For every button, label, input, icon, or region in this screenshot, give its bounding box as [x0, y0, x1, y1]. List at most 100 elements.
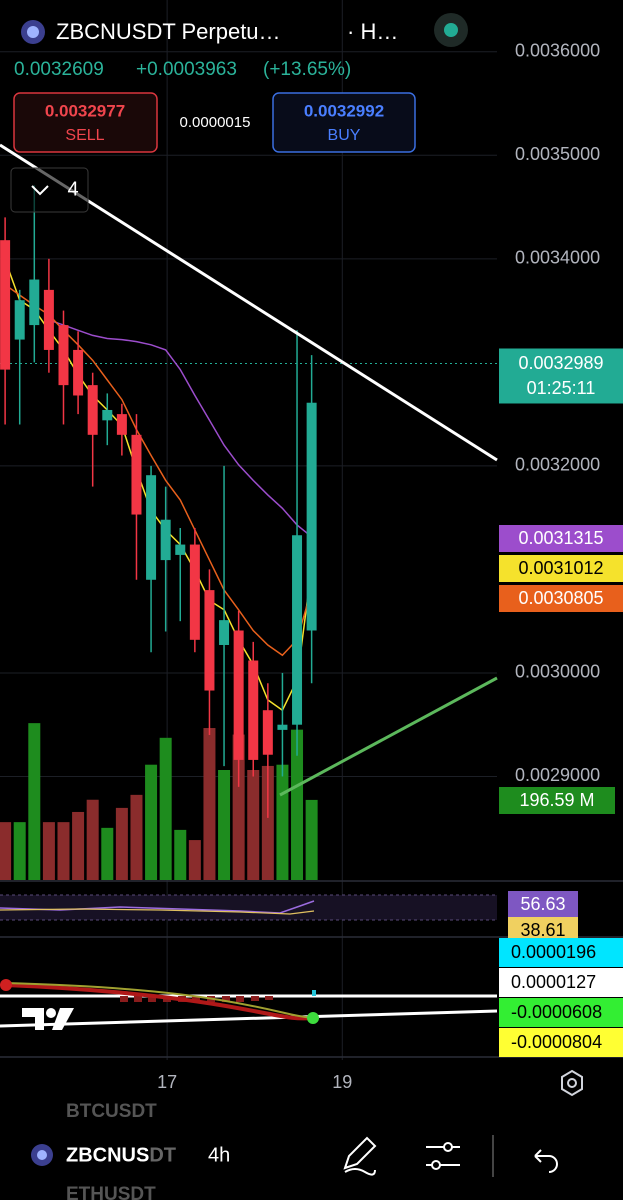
candle-body: [233, 630, 244, 760]
candle-body: [0, 240, 11, 370]
candle-body: [58, 325, 69, 386]
volume-bar: [42, 822, 55, 880]
macd-histogram-up: [312, 990, 316, 996]
interval-title: · H…: [347, 19, 398, 44]
undo-icon[interactable]: [534, 1149, 558, 1173]
macd-label: -0.0000608: [511, 1002, 602, 1022]
last-price-badge: [499, 348, 623, 404]
draw-icon[interactable]: [343, 1136, 377, 1176]
candle-body: [29, 279, 40, 326]
candle-body: [87, 385, 98, 435]
candle-body: [277, 724, 288, 730]
y-tick-label: 0.0032000: [515, 455, 600, 475]
volume-bar: [159, 737, 172, 880]
volume-badge: [499, 787, 615, 814]
volume-bar: [0, 822, 12, 880]
moving-average: [48, 319, 313, 538]
macd-dot: [0, 979, 12, 991]
volume-bar: [188, 840, 201, 880]
watchlist-item[interactable]: ETHUSDT: [66, 1184, 156, 1200]
rsi-band: [0, 895, 497, 920]
indicators-toggle[interactable]: [10, 167, 89, 213]
settings-sliders-icon[interactable]: [426, 1142, 460, 1170]
volume-bar: [203, 728, 216, 880]
volume-bar: [72, 811, 85, 880]
volume-bar: [247, 770, 260, 880]
bottom-bar: [0, 1100, 623, 1200]
footer-symbol[interactable]: ZBCNUSDT: [66, 1144, 176, 1166]
sell-price: 0.0032977: [45, 101, 125, 120]
volume-bar: [232, 734, 245, 880]
ma-label: 0.0031012: [518, 558, 603, 578]
countdown: 01:25:11: [527, 378, 596, 398]
watchlist-item[interactable]: BTCUSDT: [66, 1101, 157, 1122]
volume-bar: [57, 822, 70, 880]
buy-button[interactable]: [272, 92, 416, 153]
last-price-label: 0.0032989: [518, 353, 603, 373]
macd-badge: [499, 968, 623, 997]
settings-icon[interactable]: [561, 1069, 583, 1097]
moving-average: [4, 284, 313, 657]
price-change: +0.0003963: [136, 59, 237, 80]
ma-label: 0.0030805: [518, 588, 603, 608]
symbol-title: ZBCNUSDT Perpetu…: [56, 19, 281, 44]
y-tick-label: 0.0034000: [515, 248, 600, 268]
candle-body: [73, 349, 84, 396]
candle-body: [189, 544, 200, 640]
volume-bar: [174, 829, 187, 880]
ma-badge: [499, 525, 623, 552]
rsi-label: 38.61: [520, 920, 565, 940]
candle-body: [306, 402, 317, 631]
sell-button[interactable]: [13, 92, 158, 153]
x-tick-label: 19: [332, 1072, 352, 1092]
macd-badge: [499, 938, 623, 967]
candle-body: [146, 475, 157, 580]
coin-icon-inner: [37, 1150, 47, 1160]
moving-average: [4, 259, 313, 712]
buy-price: 0.0032992: [304, 101, 384, 120]
sell-label: SELL: [65, 127, 104, 144]
candle-body: [116, 414, 127, 435]
volume-bar: [130, 794, 143, 880]
volume-bar: [291, 729, 304, 880]
macd-badge: [499, 998, 623, 1027]
coin-icon-inner: [27, 26, 39, 38]
candle-body: [262, 710, 273, 755]
macd-label: -0.0000804: [511, 1032, 602, 1052]
macd-level: [0, 1009, 498, 1028]
rsi-ma-line: [0, 908, 315, 915]
candle-body: [219, 620, 230, 645]
candle-body: [204, 590, 215, 691]
ma-badge: [499, 585, 623, 612]
volume-bar: [101, 827, 114, 880]
market-status-dot: [444, 23, 458, 37]
ma-label: 0.0031315: [518, 528, 603, 548]
volume-bar: [305, 799, 318, 880]
rsi-label: 56.63: [520, 894, 565, 914]
volume-bar: [115, 807, 128, 880]
volume-bar: [218, 770, 231, 880]
y-tick-label: 0.0036000: [515, 41, 600, 61]
macd-label: 0.0000127: [511, 972, 596, 992]
indicators-count: 4: [67, 178, 78, 200]
volume-bar: [261, 765, 274, 880]
candle-body: [14, 300, 25, 340]
macd-line: [4, 983, 314, 1021]
volume-bar: [86, 799, 99, 880]
footer-interval[interactable]: 4h: [208, 1144, 230, 1166]
volume-bar: [13, 822, 26, 880]
signal-line: [4, 982, 314, 1019]
y-tick-label: 0.0035000: [515, 144, 600, 164]
volume-bar: [145, 764, 158, 880]
macd-label: 0.0000196: [511, 942, 596, 962]
x-tick-label: 17: [157, 1072, 177, 1092]
last-price: 0.0032609: [14, 59, 104, 80]
candle-body: [43, 289, 54, 350]
spread: 0.0000015: [180, 114, 251, 131]
trend-line: [279, 676, 498, 797]
macd-dot: [307, 1012, 319, 1024]
buy-label: BUY: [328, 127, 361, 144]
chevron-icon: [31, 185, 49, 196]
